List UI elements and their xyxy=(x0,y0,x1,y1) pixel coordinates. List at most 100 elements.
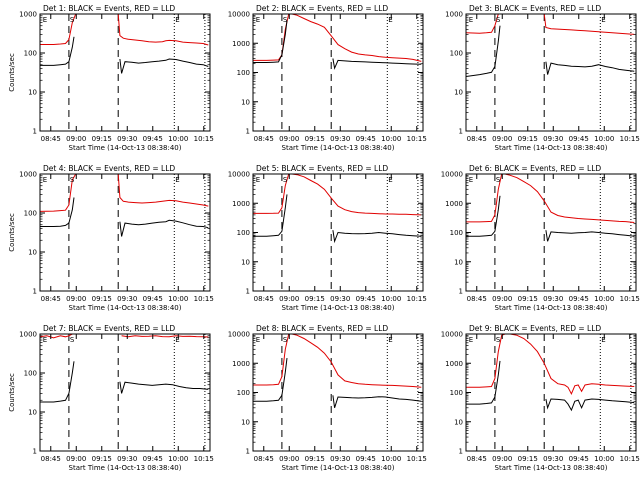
chart-title: Det 9: BLACK = Events, RED = LLD xyxy=(469,324,601,333)
x-tick-label: 09:45 xyxy=(143,295,163,303)
plot-frame xyxy=(252,13,424,132)
x-tick-label: 08:45 xyxy=(254,135,274,143)
x-tick-label: 09:45 xyxy=(356,295,376,303)
x-axis-label: Start Time (14-Oct-13 08:38:40) xyxy=(495,304,608,312)
x-tick-label: 09:15 xyxy=(92,455,112,463)
series-line-lld xyxy=(40,174,209,212)
marker-label: E xyxy=(256,336,260,344)
plot-frame xyxy=(39,13,211,132)
marker-label: E xyxy=(469,16,473,24)
marker-label: E xyxy=(175,16,179,24)
y-tick-label: 1 xyxy=(459,128,463,136)
y-tick-label: 1000 xyxy=(232,360,250,368)
marker-label: S xyxy=(496,176,501,184)
y-tick-label: 10 xyxy=(454,89,463,97)
marker-label: E xyxy=(43,336,47,344)
y-axis-label: Counts/sec xyxy=(8,213,16,252)
series-line-lld xyxy=(466,14,635,35)
y-tick-label: 100 xyxy=(450,50,463,58)
y-tick-label: 10 xyxy=(241,418,250,426)
x-tick-label: 09:45 xyxy=(569,135,589,143)
marker-label: E xyxy=(175,336,179,344)
marker-label: E xyxy=(175,176,179,184)
x-axis-label: Start Time (14-Oct-13 08:38:40) xyxy=(282,304,395,312)
y-tick-label: 10 xyxy=(28,409,37,417)
x-tick-label: 08:45 xyxy=(467,455,487,463)
x-tick-label: 09:15 xyxy=(305,135,325,143)
marker-label: E xyxy=(388,16,392,24)
y-tick-label: 10 xyxy=(28,249,37,257)
x-tick-label: 09:00 xyxy=(279,295,299,303)
x-tick-label: 09:00 xyxy=(492,455,512,463)
series-line-events xyxy=(40,197,209,237)
x-tick-label: 09:45 xyxy=(143,455,163,463)
marker-label: E xyxy=(601,336,605,344)
x-axis-label: Start Time (14-Oct-13 08:38:40) xyxy=(282,464,395,472)
y-tick-label: 10000 xyxy=(228,11,250,19)
y-tick-label: 1000 xyxy=(232,200,250,208)
series-line-events xyxy=(466,195,635,242)
chart-title: Det 5: BLACK = Events, RED = LLD xyxy=(256,164,388,173)
y-tick-label: 10 xyxy=(241,258,250,266)
y-tick-label: 10 xyxy=(241,98,250,106)
x-tick-label: 09:30 xyxy=(330,135,350,143)
x-axis-label: Start Time (14-Oct-13 08:38:40) xyxy=(69,464,182,472)
x-axis-label: Start Time (14-Oct-13 08:38:40) xyxy=(69,144,182,152)
y-tick-label: 1 xyxy=(246,288,250,296)
x-tick-label: 10:00 xyxy=(594,135,614,143)
x-tick-label: 09:00 xyxy=(66,135,86,143)
marker-label: S xyxy=(70,336,75,344)
chart-title: Det 2: BLACK = Events, RED = LLD xyxy=(256,4,388,13)
x-tick-label: 10:15 xyxy=(620,455,640,463)
x-tick-label: 10:00 xyxy=(381,455,401,463)
y-tick-label: 10 xyxy=(454,258,463,266)
x-tick-label: 09:15 xyxy=(92,135,112,143)
series-group xyxy=(253,334,422,408)
x-tick-label: 10:15 xyxy=(407,135,427,143)
chart-title: Det 3: BLACK = Events, RED = LLD xyxy=(469,4,601,13)
x-tick-label: 10:15 xyxy=(194,455,214,463)
y-tick-label: 100 xyxy=(24,50,37,58)
series-line-events xyxy=(253,20,422,70)
chart-title: Det 6: BLACK = Events, RED = LLD xyxy=(469,164,601,173)
x-tick-label: 09:30 xyxy=(543,135,563,143)
x-tick-label: 08:45 xyxy=(254,295,274,303)
x-tick-label: 09:15 xyxy=(518,295,538,303)
x-tick-label: 09:00 xyxy=(492,135,512,143)
series-line-lld xyxy=(253,174,422,216)
chart-title: Det 4: BLACK = Events, RED = LLD xyxy=(43,164,175,173)
x-tick-label: 09:45 xyxy=(569,455,589,463)
y-tick-label: 1000 xyxy=(232,40,250,48)
y-tick-label: 1000 xyxy=(445,200,463,208)
x-tick-label: 08:45 xyxy=(467,135,487,143)
marker-label: S xyxy=(70,16,75,24)
y-tick-label: 100 xyxy=(450,389,463,397)
y-tick-label: 10000 xyxy=(228,331,250,339)
plot-frame xyxy=(39,173,211,292)
y-tick-label: 10000 xyxy=(228,171,250,179)
marker-label: S xyxy=(283,336,288,344)
x-tick-label: 10:15 xyxy=(620,135,640,143)
x-tick-label: 09:15 xyxy=(305,295,325,303)
chart-title: Det 8: BLACK = Events, RED = LLD xyxy=(256,324,388,333)
x-tick-label: 09:30 xyxy=(330,295,350,303)
series-group xyxy=(253,174,422,244)
y-tick-label: 1000 xyxy=(19,171,37,179)
x-tick-label: 09:15 xyxy=(305,455,325,463)
x-tick-label: 08:45 xyxy=(41,135,61,143)
series-group xyxy=(40,334,209,403)
x-tick-label: 08:45 xyxy=(41,455,61,463)
x-tick-label: 08:45 xyxy=(41,295,61,303)
x-tick-label: 09:00 xyxy=(492,295,512,303)
marker-label: S xyxy=(283,176,288,184)
series-line-lld xyxy=(253,14,422,62)
marker-label: E xyxy=(601,16,605,24)
y-tick-label: 1000 xyxy=(19,331,37,339)
x-tick-label: 10:15 xyxy=(620,295,640,303)
